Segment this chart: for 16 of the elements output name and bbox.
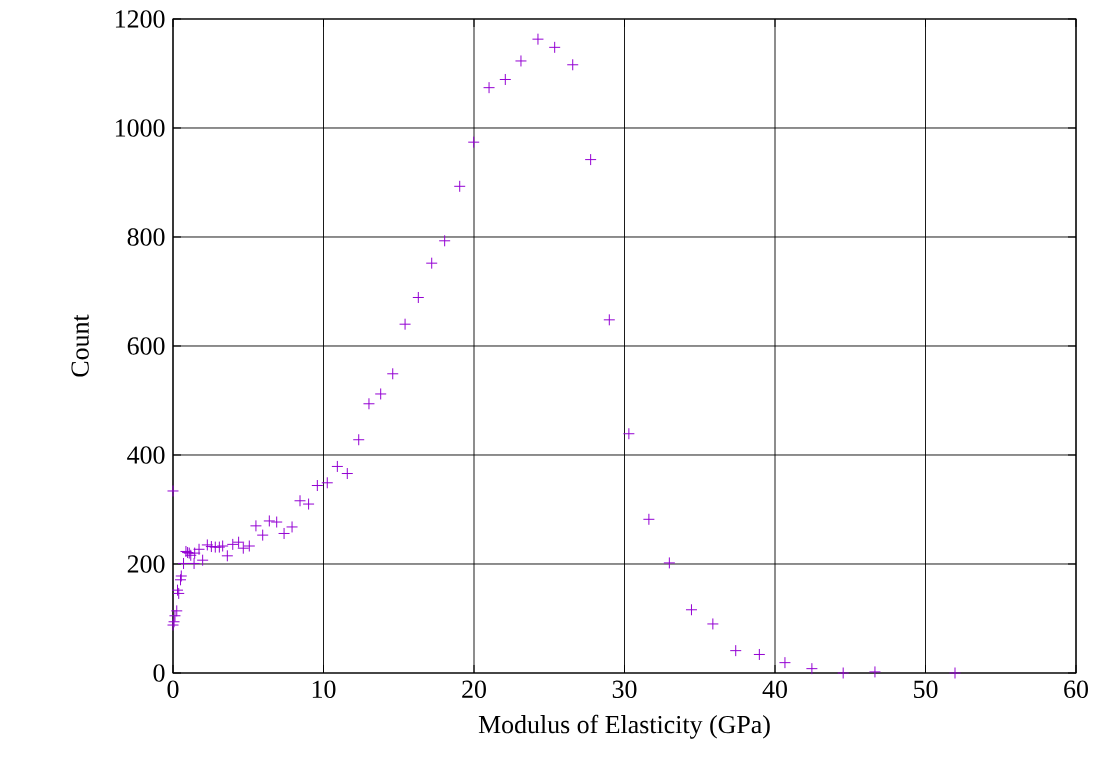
y-tick-label: 600 (127, 337, 165, 355)
y-tick-label: 1000 (115, 119, 165, 137)
y-tick-label: 200 (127, 555, 165, 573)
x-tick-label: 40 (762, 680, 787, 698)
x-tick-label: 0 (167, 680, 179, 698)
x-tick-label: 30 (612, 680, 637, 698)
y-tick-label: 800 (127, 228, 165, 246)
y-tick-label: 1200 (115, 10, 165, 28)
x-axis-title: Modulus of Elasticity (GPa) (478, 714, 770, 739)
x-tick-label: 10 (312, 680, 336, 698)
y-axis-title: Count (71, 314, 89, 377)
x-tick-label: 20 (462, 680, 486, 698)
y-tick-label: 400 (127, 446, 165, 464)
x-tick-label: 60 (1064, 680, 1088, 698)
y-tick-label: 0 (153, 664, 165, 682)
x-tick-label: 50 (914, 680, 938, 698)
